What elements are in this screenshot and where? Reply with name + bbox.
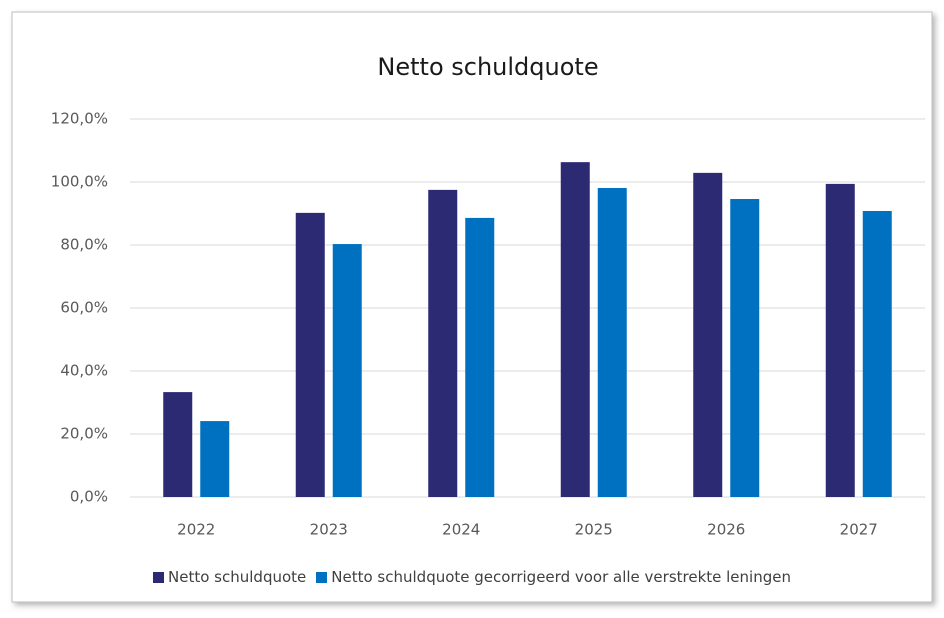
x-tick-label: 2024 <box>442 521 480 539</box>
bar <box>465 217 495 497</box>
x-tick-label: 2022 <box>177 521 215 539</box>
bar <box>730 199 760 497</box>
bar <box>428 189 458 497</box>
bar <box>200 421 230 497</box>
y-tick-label: 120,0% <box>51 110 108 128</box>
x-tick-label: 2023 <box>310 521 348 539</box>
bar <box>862 210 892 498</box>
x-tick-label: 2027 <box>840 521 878 539</box>
y-tick-label: 60,0% <box>60 299 108 317</box>
bar <box>163 392 193 497</box>
bar <box>597 187 627 498</box>
bar <box>295 212 325 497</box>
bar <box>693 172 723 498</box>
y-tick-label: 0,0% <box>70 488 108 506</box>
x-tick-label: 2026 <box>707 521 745 539</box>
bar <box>332 244 362 497</box>
y-tick-label: 80,0% <box>60 236 108 254</box>
y-tick-label: 20,0% <box>60 425 108 443</box>
y-tick-label: 100,0% <box>51 173 108 191</box>
legend: Netto schuldquote Netto schuldquote gecor… <box>0 568 944 586</box>
y-tick-label: 40,0% <box>60 362 108 380</box>
legend-swatch <box>153 571 165 583</box>
bar <box>560 162 590 497</box>
legend-swatch <box>316 571 328 583</box>
legend-label: Netto schuldquote gecorrigeerd voor alle… <box>331 568 791 586</box>
legend-item: Netto schuldquote gecorrigeerd voor alle… <box>316 568 791 586</box>
legend-item: Netto schuldquote <box>153 568 306 586</box>
legend-label: Netto schuldquote <box>168 568 307 586</box>
bar <box>825 183 855 497</box>
chart-title: Netto schuldquote <box>377 53 598 81</box>
x-tick-label: 2025 <box>575 521 613 539</box>
